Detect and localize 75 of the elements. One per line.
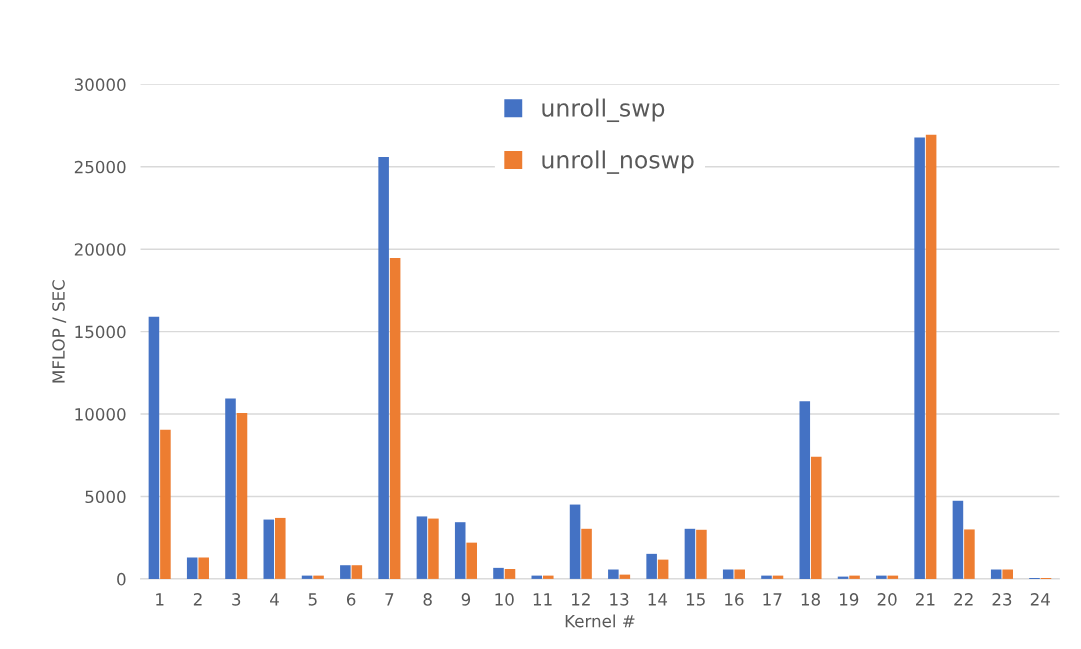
bar <box>849 575 860 579</box>
x-tick-label: 17 <box>763 593 782 606</box>
bar <box>990 569 1002 579</box>
legend-label: unroll_noswp <box>542 150 694 174</box>
bar <box>351 565 363 579</box>
x-tick-label: 24 <box>1030 593 1050 606</box>
y-tick-label: 0 <box>117 572 126 586</box>
bar <box>810 456 822 579</box>
x-tick-label: 16 <box>725 593 744 606</box>
bar <box>378 156 389 579</box>
x-tick-label: 3 <box>232 593 241 606</box>
y-tick-label: 25000 <box>74 160 126 174</box>
bar <box>236 413 248 579</box>
bar <box>542 575 554 579</box>
x-tick-label: 12 <box>572 593 590 606</box>
bar <box>1002 569 1013 579</box>
bar <box>914 137 925 579</box>
x-tick-label: 14 <box>648 593 668 606</box>
bar <box>466 542 477 579</box>
x-tick-label: 4 <box>270 593 279 606</box>
bar <box>389 257 401 579</box>
bar <box>722 569 734 579</box>
bar <box>416 516 428 579</box>
bar <box>274 517 286 579</box>
bar <box>646 553 657 579</box>
bar <box>952 500 964 579</box>
x-tick-label: 23 <box>992 593 1012 606</box>
y-tick-label: 20000 <box>74 243 126 256</box>
bar <box>581 528 592 579</box>
x-tick-label: 20 <box>877 593 897 606</box>
x-tick-label: 1 <box>156 593 164 606</box>
bar <box>263 519 275 579</box>
bar <box>569 504 581 579</box>
x-tick-label: 8 <box>423 593 432 606</box>
y-tick-label: 5000 <box>85 490 126 504</box>
y-tick-label: 30000 <box>74 78 126 91</box>
bar <box>340 565 351 579</box>
x-tick-label: 18 <box>801 593 820 606</box>
bar <box>198 557 209 579</box>
x-tick-label: 15 <box>686 593 705 606</box>
bar <box>696 529 707 579</box>
bar <box>799 401 811 579</box>
x-tick-label: 5 <box>308 593 317 606</box>
bar <box>608 569 619 579</box>
y-axis-title: MFLOP / SEC <box>52 280 67 383</box>
bar <box>493 567 504 579</box>
bar <box>761 575 772 579</box>
x-tick-label: 2 <box>193 593 202 606</box>
x-tick-label: 22 <box>954 593 973 606</box>
bar <box>160 429 171 579</box>
legend-label: unroll_swp <box>542 98 665 123</box>
x-tick-label: 9 <box>461 593 471 606</box>
bar <box>684 528 696 579</box>
bar <box>876 575 887 579</box>
bar <box>964 529 975 579</box>
bar <box>925 134 937 579</box>
bar <box>186 557 198 579</box>
x-tick-label: 7 <box>385 593 394 606</box>
x-tick-label: 13 <box>610 593 629 606</box>
y-tick-label: 10000 <box>75 408 126 421</box>
bar <box>504 569 516 579</box>
x-tick-label: 11 <box>533 593 552 606</box>
y-tick-label: 15000 <box>75 325 126 339</box>
bar <box>734 569 745 579</box>
bar <box>657 559 669 579</box>
bar <box>225 398 236 579</box>
bar <box>428 518 439 579</box>
x-tick-label: 21 <box>916 593 935 606</box>
x-axis-title: Kernel # <box>565 614 635 628</box>
bar <box>313 575 324 579</box>
x-tick-label: 10 <box>495 593 514 606</box>
bar <box>148 316 160 579</box>
x-tick-label: 19 <box>840 593 859 606</box>
x-tick-label: 6 <box>346 593 356 606</box>
bar <box>454 522 466 579</box>
